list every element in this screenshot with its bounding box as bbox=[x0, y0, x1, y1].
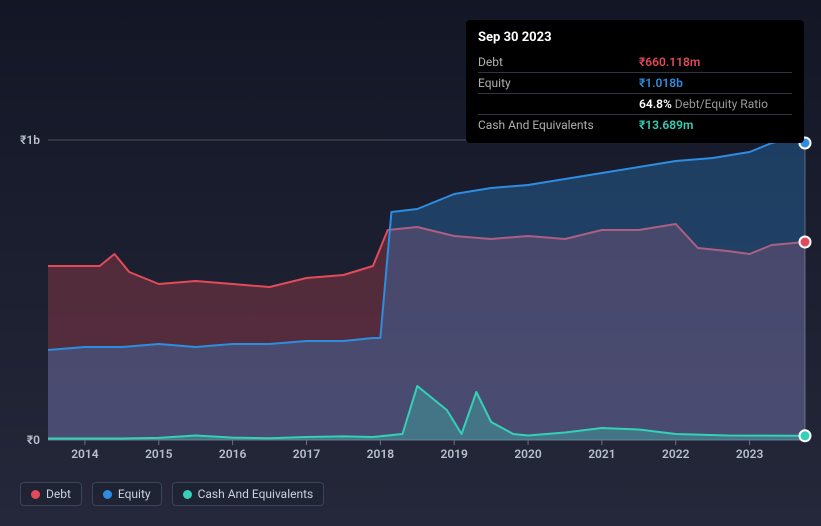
legend-item-equity[interactable]: Equity bbox=[92, 482, 162, 506]
svg-text:2021: 2021 bbox=[588, 447, 615, 461]
tooltip-table: Debt₹660.118mEquity₹1.018b64.8% Debt/Equ… bbox=[478, 52, 792, 135]
legend-item-label: Cash And Equivalents bbox=[198, 487, 314, 501]
tooltip-title: Sep 30 2023 bbox=[478, 28, 792, 48]
tooltip: Sep 30 2023 Debt₹660.118mEquity₹1.018b64… bbox=[466, 20, 804, 143]
tooltip-row-label: Cash And Equivalents bbox=[478, 114, 639, 135]
svg-text:2018: 2018 bbox=[367, 447, 395, 461]
svg-text:2023: 2023 bbox=[736, 447, 764, 461]
svg-text:2016: 2016 bbox=[219, 447, 247, 461]
legend-item-cash-and-equivalents[interactable]: Cash And Equivalents bbox=[172, 482, 325, 506]
tooltip-row-label bbox=[478, 93, 639, 114]
svg-text:2020: 2020 bbox=[514, 447, 542, 461]
tooltip-row-value: ₹660.118m bbox=[639, 52, 792, 73]
legend-dot-icon bbox=[183, 490, 192, 499]
svg-text:2015: 2015 bbox=[145, 447, 173, 461]
svg-text:₹1b: ₹1b bbox=[20, 133, 40, 147]
svg-text:2017: 2017 bbox=[293, 447, 321, 461]
tooltip-row-label: Equity bbox=[478, 72, 639, 93]
tooltip-row-label: Debt bbox=[478, 52, 639, 73]
tooltip-row-value: ₹1.018b bbox=[639, 72, 792, 93]
svg-text:₹0: ₹0 bbox=[27, 433, 40, 447]
legend: Debt Equity Cash And Equivalents bbox=[20, 482, 324, 506]
legend-item-label: Debt bbox=[46, 487, 71, 501]
chart-container: ₹0 ₹1b 2014 2015 2016 2017 2018 2019 2020 2021 202… bbox=[0, 0, 821, 526]
svg-text:2019: 2019 bbox=[440, 447, 468, 461]
legend-dot-icon bbox=[103, 490, 112, 499]
svg-text:2022: 2022 bbox=[662, 447, 690, 461]
tooltip-row-value: ₹13.689m bbox=[639, 114, 792, 135]
legend-item-label: Equity bbox=[118, 487, 151, 501]
tooltip-row-value: 64.8% Debt/Equity Ratio bbox=[639, 93, 792, 114]
legend-item-debt[interactable]: Debt bbox=[20, 482, 82, 506]
svg-text:2014: 2014 bbox=[71, 447, 99, 461]
legend-dot-icon bbox=[31, 490, 40, 499]
